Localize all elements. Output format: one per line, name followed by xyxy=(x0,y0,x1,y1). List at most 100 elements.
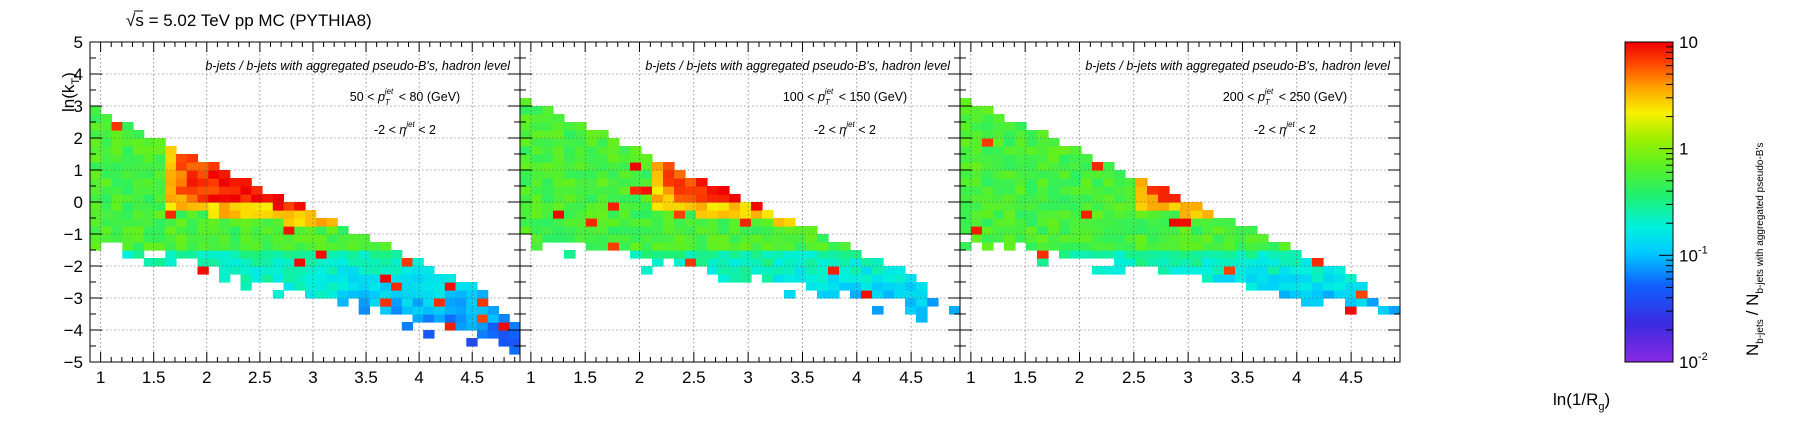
heatmap-cell xyxy=(1092,218,1104,227)
heatmap-cell xyxy=(401,298,414,307)
heatmap-cell xyxy=(1037,258,1049,267)
heatmap-cell xyxy=(542,162,554,171)
heatmap-cell xyxy=(641,202,653,211)
heatmap-cell xyxy=(1224,266,1236,275)
heatmap-cell xyxy=(337,274,349,283)
heatmap-cell xyxy=(696,242,708,251)
heatmap-cell xyxy=(542,106,554,115)
heatmap-cell xyxy=(982,242,994,251)
heatmap-cell xyxy=(861,258,873,267)
heatmap-cell xyxy=(315,274,328,283)
heatmap-cell xyxy=(960,210,972,219)
heatmap-cell xyxy=(165,218,177,227)
heatmap-cell xyxy=(960,170,972,179)
heatmap-cell xyxy=(1147,218,1159,227)
heatmap-cell xyxy=(122,122,134,131)
heatmap-cell xyxy=(176,154,188,163)
heatmap-cell xyxy=(165,234,177,243)
heatmap-cell xyxy=(542,138,554,147)
heatmap-cell xyxy=(1004,162,1016,171)
heatmap-cell xyxy=(1015,210,1027,219)
heatmap-cell xyxy=(348,290,360,299)
heatmap-cell xyxy=(154,138,166,147)
heatmap-cell xyxy=(1092,186,1104,195)
heatmap-cell xyxy=(251,202,263,211)
heatmap-cell xyxy=(197,250,209,259)
heatmap-cell xyxy=(1257,250,1269,259)
heatmap-cell xyxy=(575,218,587,227)
heatmap-cell xyxy=(1026,138,1038,147)
heatmap-cell xyxy=(251,258,263,267)
heatmap-cell xyxy=(993,194,1005,203)
heatmap-cell xyxy=(133,170,145,179)
heatmap-cell xyxy=(971,170,983,179)
heatmap-cell xyxy=(1081,218,1093,227)
heatmap-cell xyxy=(982,106,994,115)
heatmap-cell xyxy=(412,290,424,299)
heatmap-cell xyxy=(1004,146,1016,155)
heatmap-cell xyxy=(154,218,166,227)
heatmap-cell xyxy=(971,218,983,227)
heatmap-cell xyxy=(133,186,145,195)
heatmap-cell xyxy=(982,234,994,243)
heatmap-cell xyxy=(1279,250,1291,259)
heatmap-cell xyxy=(391,274,403,283)
heatmap-cell xyxy=(960,178,972,187)
heatmap-cell xyxy=(358,250,370,259)
heatmap-cell xyxy=(564,234,576,243)
y-tick-label: 1 xyxy=(74,161,83,180)
heatmap-cell xyxy=(663,194,675,203)
heatmap-cell xyxy=(1268,274,1280,283)
heatmap-cell xyxy=(806,274,818,283)
heatmap-cell xyxy=(960,114,972,123)
heatmap-cell xyxy=(894,274,906,283)
heatmap-cell xyxy=(111,178,123,187)
heatmap-cell xyxy=(1070,162,1082,171)
heatmap-cell xyxy=(663,162,675,171)
heatmap-cell xyxy=(619,202,631,211)
heatmap-cell xyxy=(90,218,102,227)
heatmap-cell xyxy=(575,178,587,187)
heatmap-cell xyxy=(806,250,818,259)
heatmap-cell xyxy=(143,178,156,187)
heatmap-cell xyxy=(1026,242,1038,251)
heatmap-cell xyxy=(619,178,631,187)
heatmap-cell xyxy=(630,186,642,195)
heatmap-cell xyxy=(531,218,543,227)
colorbar-tick-label: 10-1 xyxy=(1679,244,1708,265)
heatmap-cell xyxy=(262,274,274,283)
heatmap-cell xyxy=(358,274,370,283)
heatmap-cell xyxy=(641,178,653,187)
heatmap-cell xyxy=(531,146,543,155)
heatmap-cell xyxy=(1301,266,1313,275)
heatmap-cell xyxy=(423,290,435,299)
heatmap-cell xyxy=(784,226,796,235)
x-tick-label: 1 xyxy=(526,368,535,387)
heatmap-cell xyxy=(186,162,199,171)
heatmap-cell xyxy=(1334,274,1346,283)
heatmap-cell xyxy=(283,242,295,251)
heatmap-cell xyxy=(520,194,532,203)
heatmap-cell xyxy=(122,218,134,227)
heatmap-cell xyxy=(751,210,763,219)
heatmap-cell xyxy=(1301,290,1313,299)
heatmap-cell xyxy=(542,218,554,227)
heatmap-cell xyxy=(1246,250,1258,259)
heatmap-cell xyxy=(283,266,295,275)
heatmap-cell xyxy=(1114,178,1126,187)
heatmap-cell xyxy=(982,210,994,219)
heatmap-cell xyxy=(1202,234,1214,243)
heatmap-cell xyxy=(1070,226,1082,235)
heatmap-cell xyxy=(619,170,631,179)
heatmap-cell xyxy=(326,226,338,235)
heatmap-cell xyxy=(1136,234,1148,243)
heatmap-cell xyxy=(971,114,983,123)
heatmap-cell xyxy=(674,170,686,179)
heatmap-cell xyxy=(294,218,306,227)
heatmap-cell xyxy=(1246,234,1258,243)
heatmap-cell xyxy=(219,218,231,227)
heatmap-cell xyxy=(315,234,328,243)
y-ticks xyxy=(960,41,1400,363)
heatmap-cell xyxy=(1312,290,1324,299)
